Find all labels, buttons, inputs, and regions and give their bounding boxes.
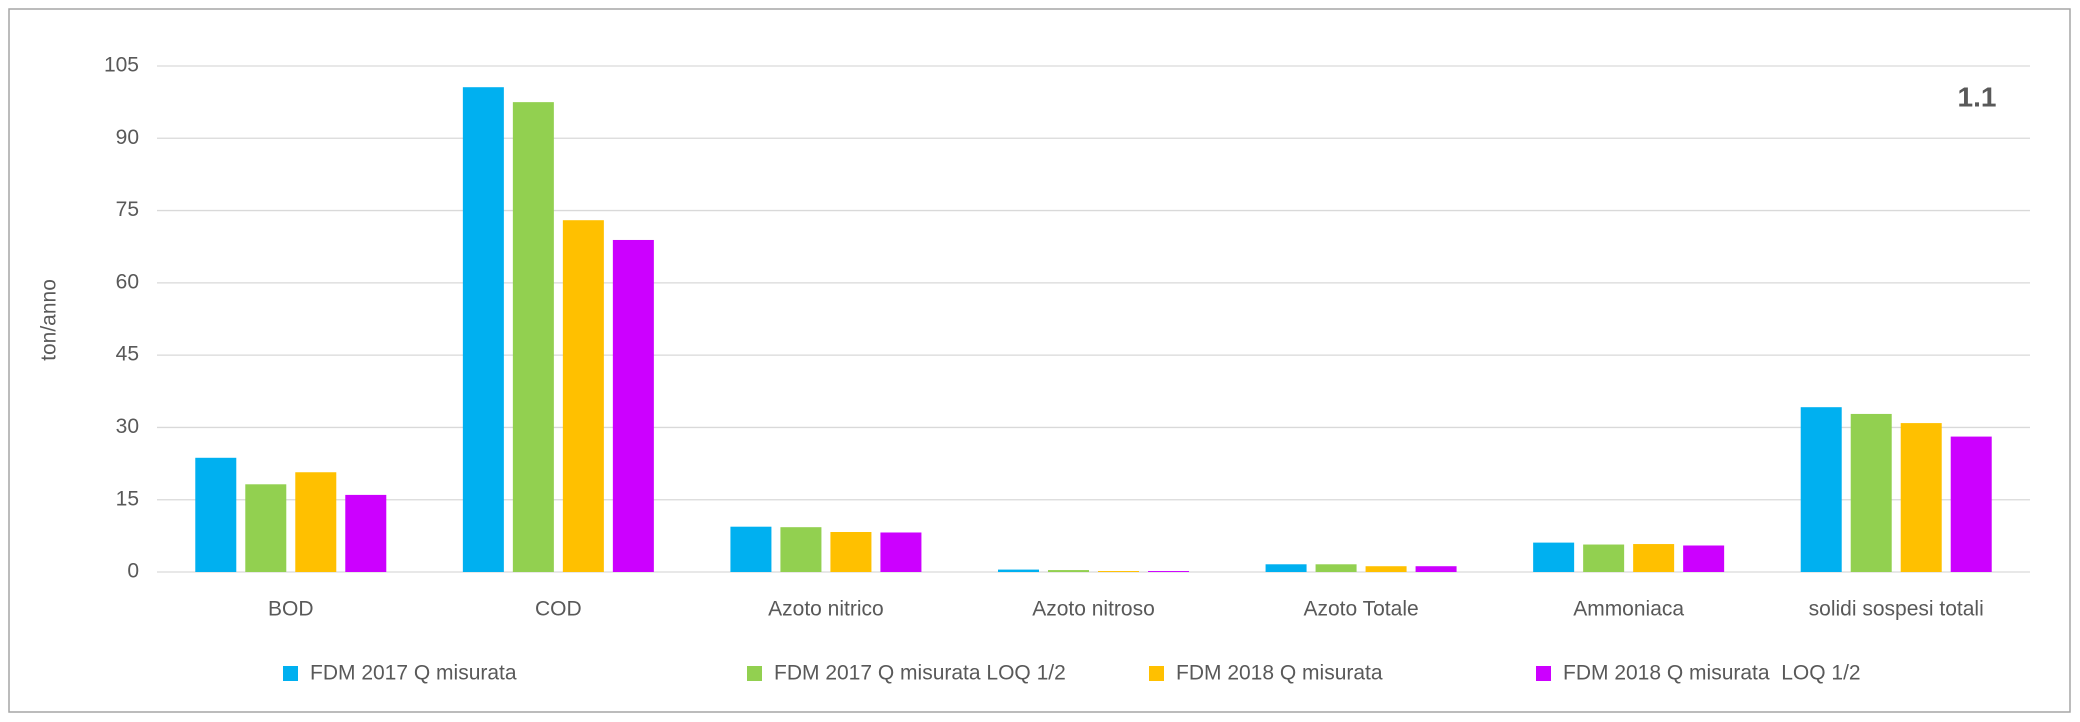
bar <box>730 526 772 572</box>
x-tick-label: Azoto nitrico <box>768 598 884 621</box>
legend-label: FDM 2018 Q misurata <box>1176 662 1383 685</box>
bar <box>1533 542 1575 572</box>
bar <box>830 532 872 572</box>
x-tick-label: Azoto nitroso <box>1032 598 1155 621</box>
legend-label: FDM 2018 Q misurata LOQ 1/2 <box>1563 662 1861 685</box>
x-tick-label: solidi sospesi totali <box>1809 598 1984 621</box>
legend-swatch <box>1149 666 1164 681</box>
bar <box>1800 407 1842 572</box>
bar <box>1265 564 1307 572</box>
bar <box>1148 571 1189 572</box>
annotation: 1.1 <box>1958 81 1997 112</box>
y-tick-label: 0 <box>127 560 139 583</box>
y-tick-label: 105 <box>104 54 139 77</box>
bar <box>1098 571 1139 572</box>
bar <box>1900 423 1942 572</box>
bar <box>295 472 337 572</box>
chart-border <box>8 8 2071 713</box>
bar <box>1583 544 1625 572</box>
bar <box>1683 545 1725 572</box>
bar <box>780 527 822 572</box>
bar <box>1950 436 1992 572</box>
y-tick-label: 75 <box>116 198 139 221</box>
bar <box>245 484 287 572</box>
y-tick-label: 45 <box>116 343 139 366</box>
bar <box>462 87 504 573</box>
bar <box>1633 544 1675 572</box>
x-tick-label: Azoto Totale <box>1303 598 1418 621</box>
bar <box>998 569 1039 572</box>
legend-swatch <box>1536 666 1551 681</box>
bar <box>195 457 237 572</box>
bar <box>880 532 922 572</box>
bar <box>1048 570 1089 572</box>
x-tick-label: BOD <box>268 598 314 621</box>
legend-label: FDM 2017 Q misurata LOQ 1/2 <box>774 662 1066 685</box>
bar <box>1415 566 1457 572</box>
bar <box>612 239 654 572</box>
bar <box>512 102 554 573</box>
bar <box>345 494 387 572</box>
x-tick-label: Ammoniaca <box>1573 598 1684 621</box>
bar <box>562 220 604 572</box>
y-tick-label: 30 <box>116 415 139 438</box>
y-axis-label: ton/anno <box>38 279 61 361</box>
bar <box>1365 566 1407 572</box>
legend-swatch <box>283 666 298 681</box>
x-tick-label: COD <box>535 598 582 621</box>
y-tick-label: 60 <box>116 270 139 293</box>
legend-swatch <box>747 666 762 681</box>
bar <box>1850 413 1892 572</box>
y-tick-label: 90 <box>116 126 139 149</box>
y-tick-label: 15 <box>116 487 139 510</box>
bar <box>1315 564 1357 572</box>
legend-label: FDM 2017 Q misurata <box>310 662 517 685</box>
